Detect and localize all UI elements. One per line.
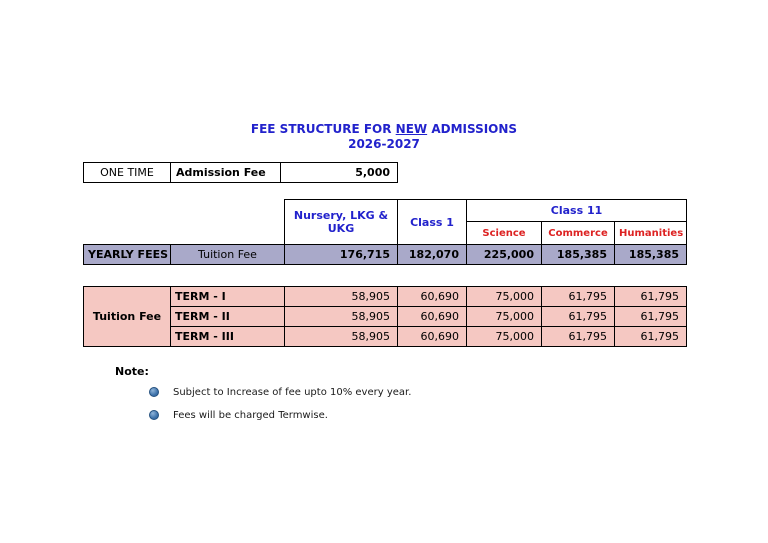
title-new-underlined: NEW (395, 122, 428, 136)
note-text-increase: Subject to Increase of fee upto 10% ever… (173, 386, 412, 398)
admission-fee-table: ONE TIME Admission Fee 5,000 (83, 162, 398, 183)
yearly-value-class1: 182,070 (397, 244, 467, 265)
yearly-value-science: 225,000 (466, 244, 542, 265)
title-prefix: FEE STRUCTURE FOR (250, 122, 396, 136)
term-row-3: TERM - III 58,905 60,690 75,000 61,795 6… (84, 326, 687, 347)
header-spacer (83, 221, 171, 245)
term2-value-humanities: 61,795 (614, 306, 687, 327)
term-fees-table: Tuition Fee TERM - I 58,905 60,690 75,00… (83, 286, 687, 347)
note-list: Subject to Increase of fee upto 10% ever… (149, 386, 411, 432)
yearly-value-nursery: 176,715 (284, 244, 398, 265)
yearly-fees-table: Nursery, LKG & UKG Class 1 Class 11 Scie… (83, 199, 688, 265)
term2-value-nursery: 58,905 (284, 306, 398, 327)
term1-value-science: 75,000 (466, 286, 542, 307)
yearly-fees-row: YEARLY FEES Tuition Fee 176,715 182,070 … (83, 244, 688, 265)
header-cell-science: Science (466, 221, 542, 245)
page-title: FEE STRUCTURE FOR NEW ADMISSIONS 2026-20… (0, 122, 768, 152)
admission-fee-amount: 5,000 (280, 162, 398, 183)
term3-label: TERM - III (170, 326, 285, 347)
table-row: ONE TIME Admission Fee 5,000 (83, 162, 398, 183)
term-row-2: TERM - II 58,905 60,690 75,000 61,795 61… (84, 306, 687, 327)
admission-fee-name: Admission Fee (170, 162, 281, 183)
header-cell-humanities: Humanities (613, 221, 688, 245)
term1-value-humanities: 61,795 (614, 286, 687, 307)
page-title-line1: FEE STRUCTURE FOR NEW ADMISSIONS (0, 122, 768, 137)
note-text-termwise: Fees will be charged Termwise. (173, 409, 328, 421)
header-cell-commerce: Commerce (541, 221, 615, 245)
list-item: Subject to Increase of fee upto 10% ever… (149, 386, 411, 398)
term2-value-commerce: 61,795 (541, 306, 615, 327)
term-row-1: Tuition Fee TERM - I 58,905 60,690 75,00… (83, 286, 687, 347)
bullet-icon (149, 410, 159, 420)
yearly-fees-label: YEARLY FEES (83, 244, 171, 265)
page-title-year: 2026-2027 (348, 137, 420, 151)
term1-value-class1: 60,690 (397, 286, 467, 307)
header-cell-nursery: Nursery, LKG & UKG (284, 199, 398, 245)
term3-value-commerce: 61,795 (541, 326, 615, 347)
note-heading: Note: (115, 365, 149, 378)
term1-value-commerce: 61,795 (541, 286, 615, 307)
term3-value-science: 75,000 (466, 326, 542, 347)
list-item: Fees will be charged Termwise. (149, 409, 411, 421)
header-cell-class1: Class 1 (397, 199, 467, 245)
yearly-value-humanities: 185,385 (613, 244, 688, 265)
header-spacer (170, 199, 285, 222)
term-group-label: Tuition Fee (83, 286, 171, 347)
header-spacer (83, 199, 171, 222)
term2-value-science: 75,000 (466, 306, 542, 327)
term2-value-class1: 60,690 (397, 306, 467, 327)
bullet-icon (149, 387, 159, 397)
one-time-label: ONE TIME (83, 162, 171, 183)
yearly-tuition-fee-label: Tuition Fee (170, 244, 285, 265)
term1-value-nursery: 58,905 (284, 286, 398, 307)
term2-label: TERM - II (170, 306, 285, 327)
term1-label: TERM - I (170, 286, 285, 307)
header-spacer (170, 221, 285, 245)
term3-value-nursery: 58,905 (284, 326, 398, 347)
term3-value-humanities: 61,795 (614, 326, 687, 347)
table-row: Nursery, LKG & UKG Class 1 Class 11 (83, 199, 688, 245)
header-cell-class11: Class 11 (465, 199, 688, 222)
title-suffix: ADMISSIONS (427, 122, 518, 136)
term3-value-class1: 60,690 (397, 326, 467, 347)
yearly-value-commerce: 185,385 (541, 244, 615, 265)
